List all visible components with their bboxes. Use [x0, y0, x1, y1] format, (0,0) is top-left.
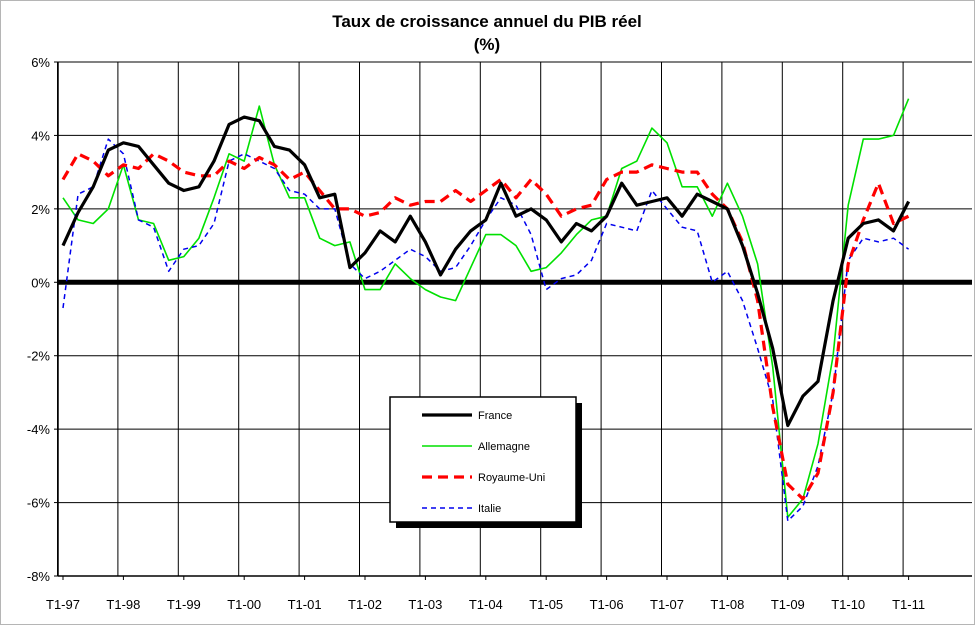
x-tick-label: T1-98 — [106, 597, 140, 612]
axes — [57, 61, 972, 577]
y-tick-label: -4% — [27, 422, 51, 437]
x-tick-label: T1-01 — [288, 597, 322, 612]
x-tick-label: T1-06 — [590, 597, 624, 612]
y-tick-label: 0% — [31, 275, 50, 290]
legend-label-allemagne: Allemagne — [478, 441, 530, 453]
legend-label-royaume-uni: Royaume-Uni — [478, 472, 545, 484]
legend-items: France Allemagne Royaume-Uni Italie — [422, 410, 545, 515]
x-tick-label: T1-05 — [529, 597, 563, 612]
x-tick-label: T1-09 — [771, 597, 805, 612]
legend-box — [389, 396, 577, 523]
x-tick-label: T1-03 — [408, 597, 442, 612]
y-tick-label: -2% — [27, 349, 51, 364]
x-tick-label: T1-04 — [469, 597, 503, 612]
x-tick-label: T1-02 — [348, 597, 382, 612]
y-tick-label: -8% — [27, 569, 51, 584]
tick-labels: -8% -6% -4% -2% 0% 2% 4% 6% T1-97 T1-98 T1-99 T1-00… — [27, 55, 925, 612]
legend-label-france: France — [478, 410, 512, 422]
x-tick-label: T1-00 — [227, 597, 261, 612]
x-tick-label: T1-07 — [650, 597, 684, 612]
chart-subtitle: (%) — [474, 35, 500, 54]
x-tick-label: T1-99 — [167, 597, 201, 612]
legend: France Allemagne Royaume-Uni Italie — [389, 396, 582, 528]
y-tick-label: -6% — [27, 496, 51, 511]
x-tick-label: T1-10 — [831, 597, 865, 612]
y-tick-label: 2% — [31, 202, 50, 217]
series-line-france — [61, 115, 911, 428]
x-tick-label: T1-97 — [46, 597, 80, 612]
y-tick-label: 4% — [31, 128, 50, 143]
chart-title: Taux de croissance annuel du PIB réel — [332, 12, 642, 31]
data-series — [61, 98, 911, 522]
legend-label-italie: Italie — [478, 503, 501, 515]
x-tick-label: T1-08 — [710, 597, 744, 612]
x-tick-label: T1-11 — [892, 597, 925, 612]
y-tick-label: 6% — [31, 55, 50, 70]
